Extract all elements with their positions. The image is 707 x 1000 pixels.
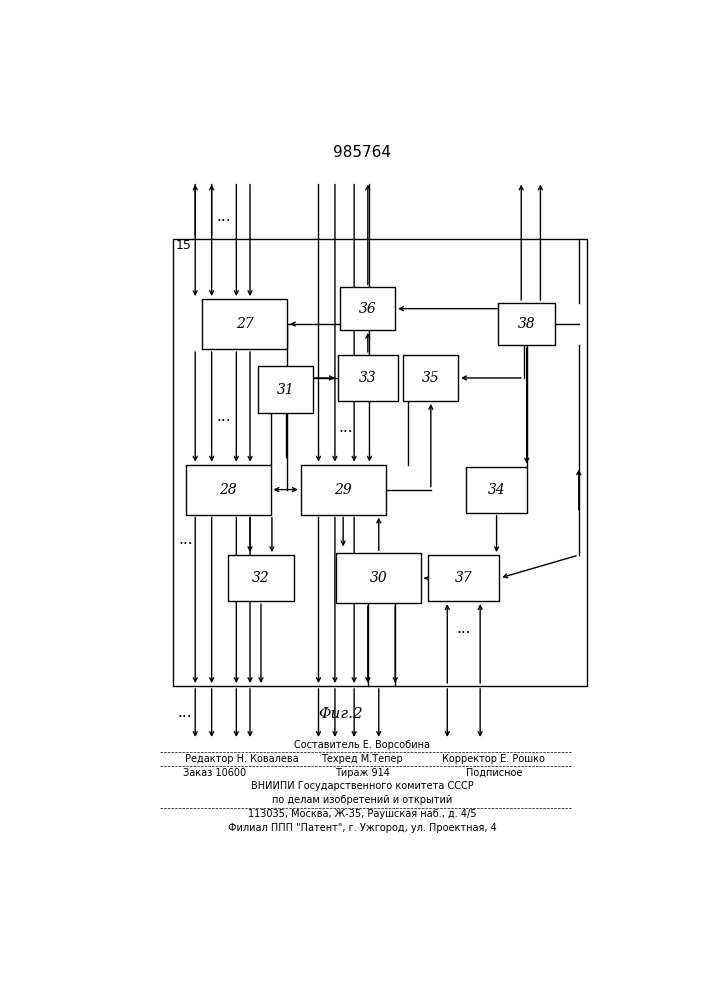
Bar: [498, 303, 556, 345]
Text: ...: ...: [177, 705, 192, 720]
Text: 31: 31: [276, 382, 295, 396]
Bar: [338, 355, 398, 401]
Bar: [337, 553, 421, 603]
Bar: [228, 555, 294, 601]
Bar: [186, 465, 271, 515]
Text: 29: 29: [334, 483, 352, 497]
Text: Корректор Е. Рошко: Корректор Е. Рошко: [443, 754, 545, 764]
Bar: [467, 466, 527, 513]
Text: ...: ...: [457, 621, 471, 636]
Text: 36: 36: [359, 302, 377, 316]
Text: 34: 34: [488, 483, 506, 497]
Text: Составитель Е. Ворсобина: Составитель Е. Ворсобина: [294, 740, 431, 750]
Text: 32: 32: [252, 571, 270, 585]
Text: 15: 15: [176, 239, 192, 252]
Text: 38: 38: [518, 317, 536, 331]
Text: 33: 33: [359, 371, 377, 385]
Bar: [428, 555, 499, 601]
Text: Редактор Н. Ковалева: Редактор Н. Ковалева: [185, 754, 298, 764]
Text: 30: 30: [370, 571, 387, 585]
Text: Подписное: Подписное: [466, 768, 522, 778]
Text: 113035, Москва, Ж-35, Раушская наб., д. 4/5: 113035, Москва, Ж-35, Раушская наб., д. …: [248, 809, 477, 819]
Bar: [173, 239, 587, 686]
Text: ...: ...: [216, 209, 231, 224]
Text: Тираж 914: Тираж 914: [335, 768, 390, 778]
Text: 985764: 985764: [333, 145, 392, 160]
Text: ...: ...: [339, 420, 354, 436]
Text: ВНИИПИ Государственного комитета СССР: ВНИИПИ Государственного комитета СССР: [251, 781, 474, 791]
Bar: [341, 287, 395, 330]
Text: Заказ 10600: Заказ 10600: [183, 768, 246, 778]
Text: ...: ...: [178, 532, 193, 547]
Text: Филиал ППП "Патент", г. Ужгород, ул. Проектная, 4: Филиал ППП "Патент", г. Ужгород, ул. Про…: [228, 823, 497, 833]
Text: ...: ...: [216, 409, 231, 424]
Text: 27: 27: [235, 317, 253, 331]
Bar: [258, 366, 313, 413]
Text: 28: 28: [219, 483, 237, 497]
Bar: [300, 465, 385, 515]
Text: Φиг.2: Φиг.2: [318, 707, 363, 721]
Text: 37: 37: [455, 571, 472, 585]
Text: Техред М.Тепер: Техред М.Тепер: [322, 754, 403, 764]
Bar: [202, 299, 287, 349]
Text: 35: 35: [422, 371, 440, 385]
Bar: [404, 355, 458, 401]
Text: по делам изобретений и открытий: по делам изобретений и открытий: [272, 795, 452, 805]
